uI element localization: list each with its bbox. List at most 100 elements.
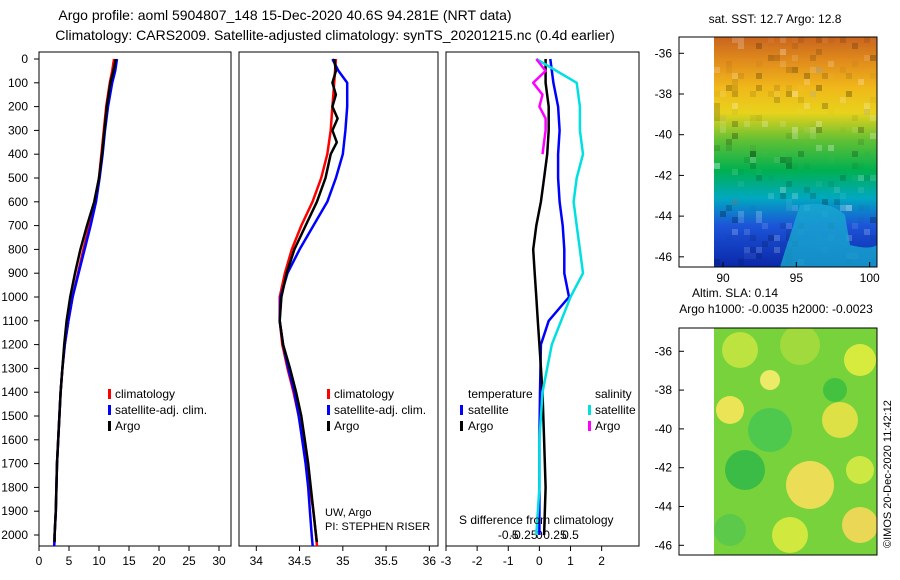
sst-cell [750,235,756,241]
sst-cell [792,91,798,97]
sst-cell [762,241,768,247]
sst-cell [792,67,798,73]
depth-tick-label: 600 [8,195,28,209]
sst-cell [750,157,756,163]
sst-cell [756,115,762,121]
sla-blob [748,408,792,452]
sst-cell [816,49,822,55]
sst-cell [726,205,732,211]
sst-cell [792,193,798,199]
sst-cell [768,235,774,241]
sst-cell [768,91,774,97]
sst-cell [714,115,720,121]
sst-cell [762,223,768,229]
sst-cell [744,247,750,253]
sst-cell [840,205,846,211]
map-y-tick-label: -36 [655,344,673,358]
salinity-series [278,58,349,546]
sst-cell [720,85,726,91]
legend-label-sal-argo: Argo [595,419,621,433]
sst-cell [714,67,720,73]
sst-cell [798,151,804,157]
sst-cell [792,91,798,97]
sst-cell [786,91,792,97]
sst-cell [720,121,726,127]
sst-cell [810,91,816,97]
x-tick-label: 20 [152,554,166,568]
map-y-tick-label: -44 [655,499,673,513]
sst-cell [858,139,864,145]
sst-cell [804,127,810,133]
difference-panel-frame [445,51,640,547]
sst-cell [870,37,876,43]
sst-cell [738,37,744,43]
sst-cell [738,181,744,187]
sst-cell [852,115,858,121]
sst-cell [822,199,828,205]
sst-cell [732,133,738,139]
sst-cell [840,175,846,181]
sst-cell [816,67,822,73]
legend-swatch-temp-satellite [460,405,463,415]
sst-cell [726,145,732,151]
map-x-tick-label: 90 [716,271,730,285]
sst-cell [768,193,774,199]
sst-cell [726,235,732,241]
sst-cell [798,133,804,139]
legend-label-argo: Argo [334,419,360,433]
series-argo [278,58,339,543]
map-x-tick-label: 95 [790,271,804,285]
sst-cell [732,199,738,205]
legend-label-sal-satellite: satellite [595,403,636,417]
legend-swatch-sal-argo [588,421,591,431]
sla-blob [846,456,874,484]
sst-cell [792,43,798,49]
sst-cell [744,229,750,235]
footer-stamp: ©IMOS 20-Dec-2020 11:42:12 [882,400,894,548]
sst-cell [780,187,786,193]
sla-heatmap [714,328,877,555]
depth-tick-label: 200 [8,100,28,114]
map-y-tick-label: -46 [655,538,673,552]
sst-cell [756,61,762,67]
sst-cell [732,91,738,97]
sst-cell [786,235,792,241]
sla-blob [786,461,834,509]
depth-tick-label: 1600 [1,433,28,447]
sst-cell [870,133,876,139]
salinity-panel-frame [238,51,439,547]
sst-cell [738,73,744,79]
sst-cell [732,85,738,91]
sst-cell [828,145,834,151]
sst-cell [816,37,822,43]
sst-cell [822,73,828,79]
depth-tick-label: 700 [8,219,28,233]
sst-cell [750,253,756,259]
sst-cell [774,55,780,61]
x-tick-label: -1 [503,554,514,568]
sst-cell [726,67,732,73]
sst-cell [768,37,774,43]
sst-cell [846,73,852,79]
sst-cell [810,133,816,139]
sst-cell [816,145,822,151]
sst-cell [780,37,786,43]
sst-cell [780,157,786,163]
sst-cell [864,109,870,115]
sst-cell [732,103,738,109]
depth-tick-label: 1000 [1,290,28,304]
sst-cell [762,43,768,49]
x-tick-label-secondary: -0.25 [510,528,538,542]
sst-cell [858,205,864,211]
series-salinity-satellite [535,57,585,536]
sst-cell [846,169,852,175]
sst-cell [714,163,720,169]
sst-cell [744,253,750,259]
sst-cell [870,97,876,103]
sst-cell [804,163,810,169]
sst-cell [852,151,858,157]
legend-swatch-argo [108,421,111,431]
series-satellite-adj-clim- [278,58,349,546]
sla-blob [714,514,746,546]
